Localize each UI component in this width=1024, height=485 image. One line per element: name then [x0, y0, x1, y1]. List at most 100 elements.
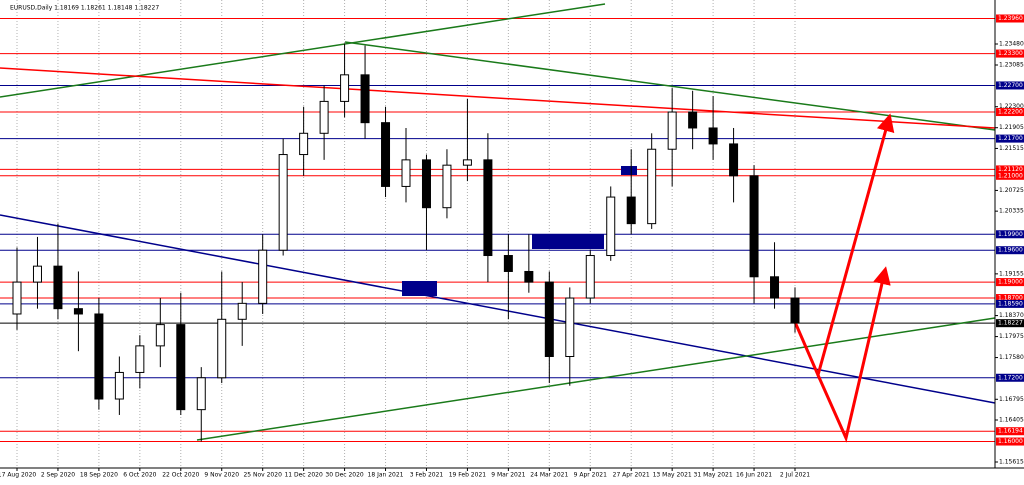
level-label-box	[996, 294, 1024, 303]
candle-body	[647, 148, 657, 225]
x-tick-label: 25 Nov 2020	[243, 472, 282, 479]
level-label-box	[996, 165, 1024, 174]
level-label: 1.18590	[998, 300, 1023, 307]
level-label-box	[996, 373, 1024, 382]
chart-title: EURUSD,Daily 1.18169 1.18261 1.18148 1.1…	[10, 5, 159, 12]
candle-body	[135, 345, 145, 373]
y-tick-label: 1.17580	[999, 354, 1024, 361]
x-tick-label: 9 Nov 2020	[204, 472, 239, 479]
candle-body	[155, 324, 165, 347]
level-label-box	[996, 427, 1024, 436]
candle-body	[688, 111, 698, 129]
x-tick-label: 30 Dec 2020	[325, 472, 364, 479]
y-tick-label: 1.23085	[999, 61, 1024, 68]
candle-body	[626, 196, 636, 225]
candle-body	[278, 154, 288, 251]
x-tick-label: 9 Mar 2021	[491, 472, 525, 479]
level-label: 1.22700	[998, 82, 1023, 89]
candle-body	[585, 255, 595, 299]
candle-body	[708, 127, 718, 145]
y-tick-label: 1.23480	[999, 41, 1024, 48]
candle-body	[340, 74, 350, 102]
level-label: 1.17200	[998, 374, 1023, 381]
level-label: 1.19900	[998, 231, 1023, 238]
x-tick-label: 11 Dec 2020	[284, 472, 323, 479]
candle-body	[217, 318, 227, 379]
level-label: 1.16000	[998, 438, 1023, 445]
candle-body	[749, 175, 759, 278]
candle-body	[667, 111, 677, 150]
candle-body	[729, 143, 739, 177]
candle-body	[483, 159, 493, 257]
zone	[621, 166, 637, 175]
x-tick-label: 18 Jan 2021	[368, 472, 404, 479]
level-label: 1.23960	[998, 15, 1023, 22]
y-tick-label: 1.16405	[999, 417, 1024, 424]
candle-body	[73, 308, 83, 315]
level-label-box	[996, 278, 1024, 287]
candle-body	[544, 281, 554, 358]
level-label: 1.18700	[998, 295, 1023, 302]
level-label: 1.19000	[998, 279, 1023, 286]
drawings	[0, 3, 996, 443]
candle-body	[462, 159, 472, 166]
candle-body	[176, 324, 186, 411]
x-tick-label: 27 Apr 2021	[613, 472, 650, 479]
levels	[0, 17, 995, 443]
level-label: 1.21000	[998, 172, 1023, 179]
trend-line	[0, 3, 606, 98]
projection-arrow	[816, 266, 891, 443]
candle-body	[401, 159, 411, 187]
y-tick-label: 1.16795	[999, 396, 1024, 403]
level-label: 1.19600	[998, 247, 1023, 254]
trend-line	[0, 214, 996, 404]
x-tick-label: 3 Feb 2021	[410, 472, 444, 479]
x-tick-label: 9 Apr 2021	[574, 472, 607, 479]
candle-body	[606, 196, 616, 257]
candle-body	[770, 276, 780, 299]
candle-body	[503, 255, 513, 272]
level-label-box	[996, 81, 1024, 90]
candle-body	[94, 313, 104, 400]
candle-body	[319, 100, 329, 134]
zone	[402, 281, 437, 296]
x-tick-label: 24 Mar 2021	[530, 472, 568, 479]
level-label-box	[996, 14, 1024, 23]
candle-body	[299, 132, 309, 156]
axis-labels: 1.23480 1.23085 1.22300 1.21905 1.21515 1.207…	[0, 14, 1024, 479]
candle-body	[421, 159, 431, 209]
x-tick-label: 13 May 2021	[653, 472, 692, 479]
candle-body	[524, 270, 534, 283]
level-label: 1.22200	[998, 109, 1023, 116]
x-tick-label: 18 Sep 2020	[80, 472, 118, 479]
level-label-box	[996, 230, 1024, 239]
x-tick-label: 6 Oct 2020	[123, 472, 156, 479]
candle-body	[53, 265, 63, 310]
candle-body	[360, 74, 370, 124]
x-tick-label: 22 Oct 2020	[162, 472, 199, 479]
candle-body	[790, 297, 800, 324]
level-label-box	[996, 299, 1024, 308]
candle-body	[196, 377, 206, 411]
level-label-box	[996, 171, 1024, 180]
x-tick-label: 16 Jun 2021	[736, 472, 772, 479]
y-tick-label: 1.17975	[999, 333, 1024, 340]
candle-body	[237, 302, 247, 320]
candle-body	[381, 122, 391, 187]
y-tick-label: 1.18370	[999, 312, 1024, 319]
level-label-box	[996, 134, 1024, 143]
y-tick-label: 1.21515	[999, 145, 1024, 152]
trend-line	[196, 317, 996, 441]
level-label: 1.21700	[998, 135, 1023, 142]
y-tick-label: 1.15615	[999, 458, 1024, 465]
x-tick-label: 2 Sep 2020	[41, 472, 75, 479]
y-tick-label: 1.20335	[999, 208, 1024, 215]
candle-body	[442, 164, 452, 209]
level-label: 1.18227	[998, 320, 1023, 327]
candle-body	[258, 249, 268, 304]
level-label-box	[996, 319, 1024, 328]
y-tick-label: 1.22300	[999, 103, 1024, 110]
level-label: 1.16194	[998, 428, 1023, 435]
